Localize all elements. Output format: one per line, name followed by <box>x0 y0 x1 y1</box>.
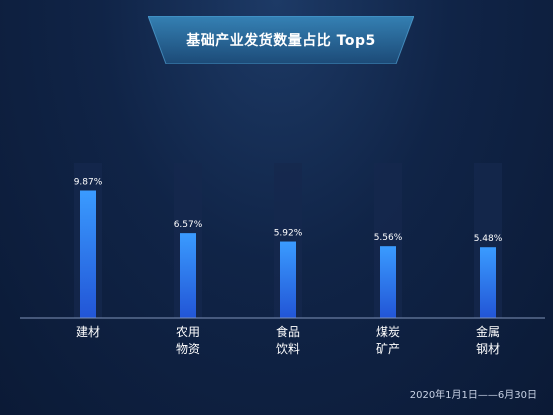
chart-title: 基础产业发货数量占比 Top5 <box>186 33 376 49</box>
data-label: 5.92% <box>274 229 303 239</box>
bar <box>280 241 296 318</box>
bar <box>180 233 196 318</box>
bar <box>80 190 96 318</box>
data-label: 5.56% <box>374 233 403 243</box>
data-label: 5.48% <box>474 234 503 244</box>
x-tick-label: 建材 <box>76 325 100 339</box>
data-label: 9.87% <box>74 178 103 188</box>
title-banner <box>148 16 414 64</box>
x-tick-label: 农用物资 <box>176 325 200 356</box>
date-range: 2020年1月1日——6月30日 <box>409 390 537 401</box>
bar <box>480 247 496 318</box>
data-label: 6.57% <box>174 220 203 230</box>
bar <box>380 246 396 318</box>
x-tick-label: 煤炭矿产 <box>376 325 400 356</box>
x-tick-label: 食品饮料 <box>276 324 300 356</box>
x-tick-label: 金属钢材 <box>476 324 500 356</box>
